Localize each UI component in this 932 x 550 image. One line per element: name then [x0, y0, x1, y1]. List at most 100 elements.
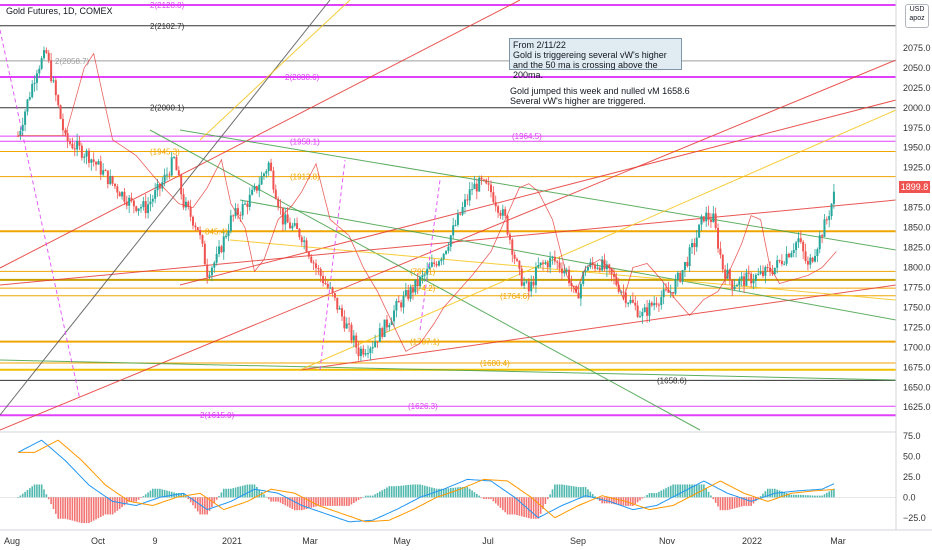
- macd-histogram-bar: [627, 497, 629, 506]
- macd-histogram-bar: [435, 488, 438, 498]
- candle-body: [636, 305, 639, 317]
- macd-histogram-bar: [152, 488, 154, 498]
- candle-body: [215, 253, 218, 263]
- macd-histogram-bar: [518, 497, 521, 516]
- macd-histogram-bar: [241, 485, 244, 498]
- macd-histogram-bar: [274, 497, 277, 502]
- candle-body: [414, 279, 417, 293]
- macd-histogram-bar: [284, 497, 287, 506]
- candle-body: [769, 267, 772, 273]
- candle-body: [291, 225, 294, 229]
- candle-body: [631, 299, 634, 303]
- candle-body: [454, 224, 457, 226]
- trend-line: [0, 29, 81, 401]
- macd-histogram-bar: [591, 494, 594, 498]
- candle-body: [132, 200, 135, 207]
- candle-body: [605, 264, 608, 270]
- candle-body: [376, 341, 379, 343]
- candle-body: [816, 249, 819, 256]
- trend-line: [0, 359, 897, 381]
- candle-body: [738, 278, 741, 286]
- macd-histogram-bar: [239, 486, 242, 498]
- macd-histogram-bar: [816, 495, 819, 498]
- currency-badge[interactable]: USD apoz: [905, 4, 929, 28]
- annotation-box[interactable]: From 2/11/22 Gold is triggereing several…: [509, 38, 682, 80]
- candle-body: [497, 206, 500, 213]
- macd-histogram-bar: [244, 485, 246, 498]
- candle-body: [435, 263, 438, 266]
- macd-histogram-bar: [549, 494, 551, 498]
- moving-average-50: [18, 52, 837, 352]
- macd-histogram-bar: [206, 497, 208, 515]
- macd-histogram-bar: [710, 495, 712, 498]
- macd-histogram-bar: [674, 484, 677, 498]
- symbol-title[interactable]: Gold Futures, 1D, COMEX: [6, 6, 113, 16]
- candle-body: [601, 259, 604, 271]
- candle-body: [326, 284, 329, 288]
- candle-body: [135, 206, 138, 211]
- candle-body: [125, 201, 128, 206]
- macd-histogram-bar: [400, 485, 402, 498]
- candle-body: [90, 159, 93, 163]
- x-tick-label: Jul: [482, 536, 494, 546]
- level-label: 2(1615.0): [200, 411, 235, 420]
- price-axis[interactable]: 1625.0 1650.0 1675.0 1700.0 1725.0 1750.0 1775…: [903, 43, 931, 523]
- candle-body: [802, 241, 805, 252]
- candle-body: [686, 262, 689, 267]
- level-label: (1764.6): [500, 292, 530, 301]
- macd-histogram-bar: [194, 497, 197, 509]
- y-tick-label: 1800.0: [903, 263, 931, 273]
- macd-histogram-bar: [745, 497, 748, 506]
- macd-histogram-bar: [672, 484, 674, 498]
- macd-histogram-bar: [762, 493, 764, 498]
- macd-histogram-bar: [107, 497, 109, 515]
- macd-histogram-bar: [733, 497, 736, 509]
- time-axis[interactable]: Aug Oct 9 2021 Mar May Jul Sep Nov 2022 Mar: [4, 536, 846, 546]
- level-label: 2(2102.7): [150, 22, 185, 31]
- candle-body: [691, 243, 694, 248]
- annotation-line: From 2/11/22: [513, 40, 566, 50]
- macd-histogram-bar: [390, 486, 393, 498]
- macd-histogram-bar: [178, 493, 180, 498]
- candle-body: [761, 271, 764, 276]
- x-tick-label: Mar: [830, 536, 846, 546]
- level-label: (1626.3): [408, 402, 438, 411]
- candle-body: [154, 190, 157, 199]
- macd-histogram-bar: [353, 497, 355, 503]
- macd-histogram-bar: [156, 488, 159, 498]
- macd-histogram-bar: [341, 497, 343, 506]
- macd-histogram-bar: [279, 497, 282, 503]
- trend-line: [0, 0, 331, 416]
- candle-body: [50, 60, 53, 82]
- candle-body: [277, 198, 280, 207]
- macd-histogram-bar: [506, 497, 509, 515]
- macd-histogram-bar: [660, 490, 663, 498]
- macd-histogram-bar: [778, 490, 781, 498]
- candle-body: [184, 201, 187, 208]
- annotation-note[interactable]: Gold jumped this week and nulled vM 1658…: [510, 86, 730, 106]
- macd-histogram-bar: [681, 484, 684, 498]
- macd-histogram-bar: [76, 497, 78, 522]
- candle-body: [747, 272, 750, 274]
- candle-body: [612, 274, 615, 277]
- macd-histogram-bar: [118, 497, 121, 509]
- macd-histogram-bar: [731, 497, 734, 509]
- macd-histogram-bar: [66, 497, 69, 520]
- macd-histogram-bar: [111, 497, 114, 515]
- candle-body: [123, 191, 126, 202]
- candle-body: [393, 310, 396, 322]
- macd-histogram-bar: [610, 497, 613, 504]
- macd-histogram-bar: [36, 484, 38, 498]
- annotation-note-line: Several vW's higher are triggered.: [510, 96, 646, 106]
- candle-body: [324, 282, 327, 285]
- trend-line: [229, 239, 897, 301]
- candle-body: [832, 191, 835, 204]
- candle-body: [199, 230, 202, 236]
- macd-histogram-bar: [301, 497, 303, 511]
- macd-histogram-bar: [343, 497, 346, 506]
- macd-histogram-bar: [114, 497, 116, 513]
- macd-histogram-bar: [807, 495, 809, 498]
- candle-body: [194, 225, 197, 228]
- macd-histogram-bar: [256, 486, 258, 498]
